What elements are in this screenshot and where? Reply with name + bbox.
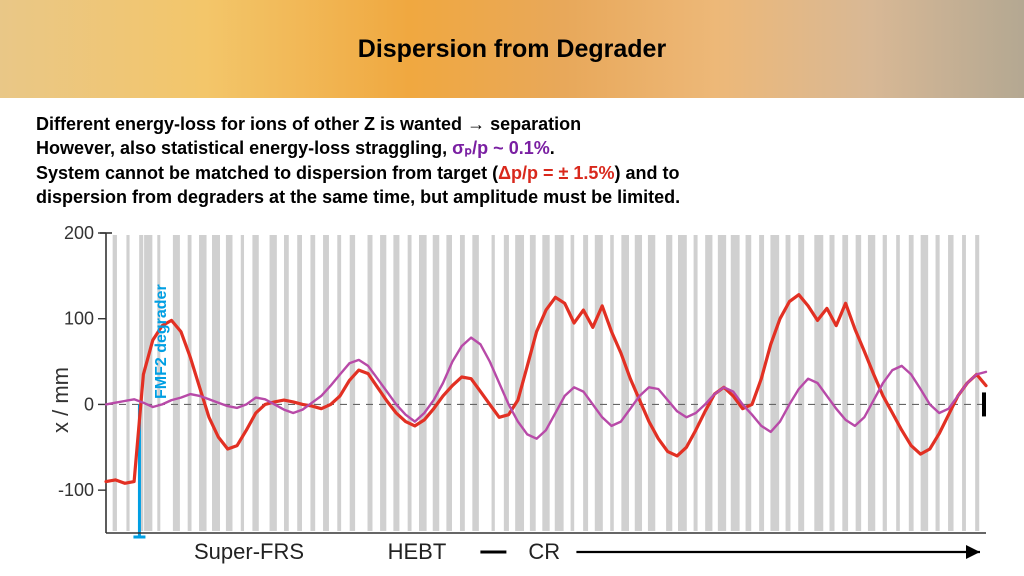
desc-t2-purple: σₚ/p ~ 0.1% <box>452 138 550 158</box>
element-bar <box>896 235 900 531</box>
element-bar <box>909 235 914 531</box>
element-bar <box>530 235 536 531</box>
element-bar <box>868 235 875 531</box>
element-bar <box>504 235 509 531</box>
section-label: CR <box>528 539 560 564</box>
element-bar <box>270 235 277 531</box>
fmf2-degrader-label: FMF2 degrader <box>153 284 171 399</box>
element-bar <box>770 235 779 531</box>
page-title: Dispersion from Degrader <box>358 35 666 64</box>
element-bar <box>621 235 629 531</box>
element-bar <box>433 235 440 531</box>
element-bar <box>337 235 341 531</box>
element-bar <box>921 235 928 531</box>
element-bar <box>297 235 302 531</box>
chart-container: x / mm FMF2 degrader -100 0 100 200 Super-FR… <box>36 225 996 575</box>
description-block: Different energy-loss for ions of other … <box>0 98 1024 219</box>
element-bar <box>419 235 427 531</box>
desc-arrow: → <box>467 114 485 134</box>
desc-t2b: . <box>550 138 555 158</box>
element-bar <box>829 235 834 531</box>
element-bar <box>718 235 726 531</box>
desc-t4: dispersion from degraders at the same ti… <box>36 187 680 207</box>
element-bar <box>252 235 258 531</box>
element-bar <box>368 235 373 531</box>
desc-t1a: Different energy-loss for ions of other … <box>36 114 467 134</box>
element-bar <box>842 235 848 531</box>
element-bar <box>199 235 207 531</box>
ytick-label: 200 <box>64 225 94 243</box>
element-bar <box>542 235 549 531</box>
element-bar <box>705 235 712 531</box>
desc-t2a: However, also statistical energy-loss st… <box>36 138 452 158</box>
ytick-label: 0 <box>84 395 94 415</box>
element-bar <box>212 235 220 531</box>
ytick-label: 100 <box>64 309 94 329</box>
element-bar <box>126 235 129 531</box>
element-bar <box>188 235 192 531</box>
element-bar <box>610 235 614 531</box>
element-bar <box>492 235 495 531</box>
element-bar <box>113 235 117 531</box>
title-banner: Dispersion from Degrader <box>0 0 1024 98</box>
element-bar <box>731 235 740 531</box>
desc-t1b: separation <box>485 114 581 134</box>
element-bar <box>666 235 672 531</box>
element-bar <box>936 235 940 531</box>
element-bar <box>408 235 412 531</box>
element-bar <box>635 235 642 531</box>
element-bar <box>694 235 698 531</box>
element-bar <box>226 235 233 531</box>
element-bar <box>975 235 979 531</box>
element-bar <box>648 235 655 531</box>
element-bar <box>678 235 687 531</box>
element-bar <box>350 235 355 531</box>
element-bar <box>948 235 953 531</box>
desc-t3b: ) and to <box>614 163 679 183</box>
section-label: HEBT <box>388 539 447 564</box>
element-bar <box>144 235 152 531</box>
element-bar <box>446 235 452 531</box>
element-bar <box>571 235 575 531</box>
element-bar <box>746 235 752 531</box>
element-bar <box>241 235 244 531</box>
desc-t3a: System cannot be matched to dispersion f… <box>36 163 498 183</box>
element-bar <box>595 235 603 531</box>
y-axis-label: x / mm <box>48 367 74 433</box>
element-bar <box>555 235 564 531</box>
element-bar <box>393 235 399 531</box>
ytick-label: -100 <box>58 480 94 500</box>
element-bar <box>460 235 465 531</box>
element-bar <box>173 235 180 531</box>
element-bar <box>786 235 791 531</box>
dispersion-chart: -100 0 100 200 Super-FRS HEBT CR <box>36 225 996 565</box>
element-bar <box>310 235 315 531</box>
element-bar <box>284 235 289 531</box>
desc-t3-red: Δp/p = ± 1.5% <box>498 163 614 183</box>
element-bar <box>856 235 862 531</box>
section-label: Super-FRS <box>194 539 304 564</box>
element-bar <box>323 235 329 531</box>
element-bar <box>583 235 588 531</box>
